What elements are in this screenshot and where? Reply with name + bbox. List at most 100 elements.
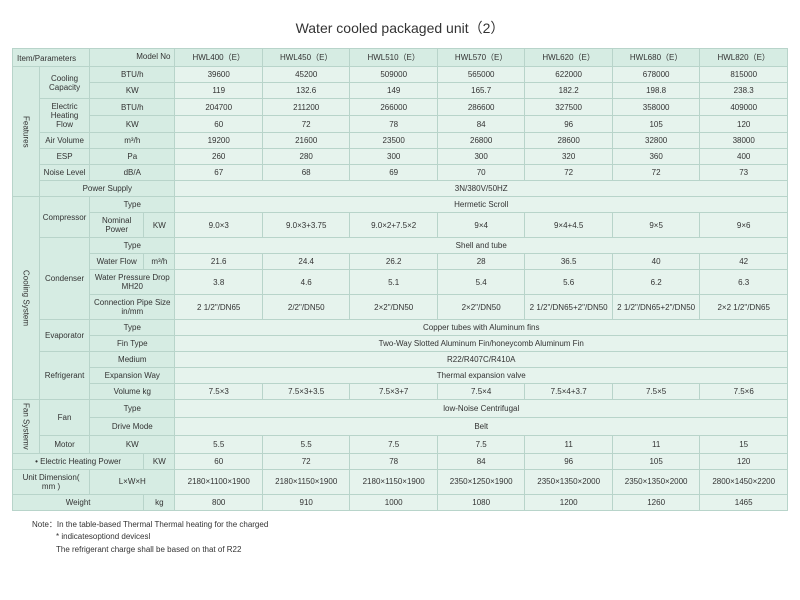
fan-type-value: low-Noise Centrifugal — [175, 400, 788, 418]
model-no-header: Model No — [90, 49, 175, 67]
table-cell: 45200 — [262, 67, 349, 83]
table-cell: 72 — [262, 116, 349, 133]
page-title: Water cooled packaged unit（2） — [12, 18, 788, 38]
table-cell: 60 — [175, 453, 262, 469]
table-cell: 300 — [350, 149, 437, 165]
table-cell: 28 — [437, 254, 524, 270]
table-cell: 238.3 — [700, 83, 788, 99]
m3h-label: m³/h — [90, 133, 175, 149]
table-cell: 3.8 — [175, 270, 262, 295]
table-cell: 7.5×4 — [437, 384, 524, 400]
wflow-unit: m³/h — [144, 254, 175, 270]
table-cell: 6.2 — [612, 270, 699, 295]
comp-type-label: Type — [90, 197, 175, 213]
table-cell: 21600 — [262, 133, 349, 149]
table-cell: 2180×1100×1900 — [175, 469, 262, 494]
table-cell: 327500 — [525, 99, 612, 116]
model-2: HWL510（E） — [350, 49, 437, 67]
table-cell: 5.1 — [350, 270, 437, 295]
comp-type-value: Hermetic Scroll — [175, 197, 788, 213]
table-cell: 120 — [700, 453, 788, 469]
refr-label: Refrigerant — [40, 352, 90, 400]
airvol-label: Air Volume — [40, 133, 90, 149]
kw2-label: KW — [90, 116, 175, 133]
table-cell: 1465 — [700, 494, 788, 510]
table-cell: 60 — [175, 116, 262, 133]
fin-label: Fin Type — [90, 336, 175, 352]
motor-kw: KW — [90, 435, 175, 453]
table-cell: 800 — [175, 494, 262, 510]
table-cell: 7.5×3+3.5 — [262, 384, 349, 400]
cps-label: Connection Pipe Size in/mm — [90, 295, 175, 320]
nompow-label: Nominal Power — [90, 213, 144, 238]
table-cell: 1080 — [437, 494, 524, 510]
table-cell: 565000 — [437, 67, 524, 83]
table-cell: 38000 — [700, 133, 788, 149]
table-cell: 105 — [612, 116, 699, 133]
table-cell: 15 — [700, 435, 788, 453]
table-cell: 1260 — [612, 494, 699, 510]
table-cell: 360 — [612, 149, 699, 165]
table-cell: 300 — [437, 149, 524, 165]
table-cell: 9.0×3 — [175, 213, 262, 238]
table-cell: 2 1/2"/DN65+2"/DN50 — [525, 295, 612, 320]
table-cell: 19200 — [175, 133, 262, 149]
kw-label: KW — [90, 83, 175, 99]
evap-label: Evaporator — [40, 320, 90, 352]
wflow-label: Water Flow — [90, 254, 144, 270]
weight-label: Weight — [13, 494, 144, 510]
model-3: HWL570（E） — [437, 49, 524, 67]
table-cell: 2/2"/DN50 — [262, 295, 349, 320]
drive-label: Drive Mode — [90, 417, 175, 435]
cooling-capacity-label: Cooling Capacity — [40, 67, 90, 99]
model-1: HWL450（E） — [262, 49, 349, 67]
table-cell: 42 — [700, 254, 788, 270]
table-cell: 23500 — [350, 133, 437, 149]
table-cell: 72 — [262, 453, 349, 469]
footnote: Note：In the table-based Thermal Thermal … — [12, 519, 788, 557]
table-cell: 204700 — [175, 99, 262, 116]
table-cell: 2×2"/DN50 — [437, 295, 524, 320]
table-cell: 2180×1150×1900 — [350, 469, 437, 494]
table-cell: 4.6 — [262, 270, 349, 295]
table-cell: 72 — [612, 165, 699, 181]
kg-label: kg — [144, 494, 175, 510]
table-cell: 96 — [525, 453, 612, 469]
spec-table: Item/Parameters Model No HWL400（E） HWL45… — [12, 48, 788, 511]
table-cell: 39600 — [175, 67, 262, 83]
table-cell: 24.4 — [262, 254, 349, 270]
table-cell: 72 — [525, 165, 612, 181]
table-cell: 21.6 — [175, 254, 262, 270]
btu-label: BTU/h — [90, 67, 175, 83]
medium-label: Medium — [90, 352, 175, 368]
table-cell: 165.7 — [437, 83, 524, 99]
evap-type-label: Type — [90, 320, 175, 336]
evap-type-value: Copper tubes with Aluminum fins — [175, 320, 788, 336]
fin-type-value: Two-Way Slotted Aluminum Fin/honeycomb A… — [175, 336, 788, 352]
ehp-kw: KW — [144, 453, 175, 469]
model-6: HWL820（E） — [700, 49, 788, 67]
table-cell: 26800 — [437, 133, 524, 149]
exp-value: Thermal expansion valve — [175, 368, 788, 384]
exp-label: Expansion Way — [90, 368, 175, 384]
wpd-label: Water Pressure Drop MH20 — [90, 270, 175, 295]
compressor-label: Compressor — [40, 197, 90, 238]
table-cell: 2 1/2"/DN65 — [175, 295, 262, 320]
table-cell: 5.4 — [437, 270, 524, 295]
nompow-kw: KW — [144, 213, 175, 238]
table-cell: 358000 — [612, 99, 699, 116]
table-cell: 132.6 — [262, 83, 349, 99]
table-cell: 6.3 — [700, 270, 788, 295]
model-0: HWL400（E） — [175, 49, 262, 67]
table-cell: 509000 — [350, 67, 437, 83]
table-cell: 5.5 — [175, 435, 262, 453]
table-cell: 280 — [262, 149, 349, 165]
table-cell: 36.5 — [525, 254, 612, 270]
table-cell: 9.0×3+3.75 — [262, 213, 349, 238]
table-cell: 7.5×6 — [700, 384, 788, 400]
model-4: HWL620（E） — [525, 49, 612, 67]
table-cell: 2350×1250×1900 — [437, 469, 524, 494]
dba-label: dB/A — [90, 165, 175, 181]
table-cell: 9.0×2+7.5×2 — [350, 213, 437, 238]
table-cell: 149 — [350, 83, 437, 99]
